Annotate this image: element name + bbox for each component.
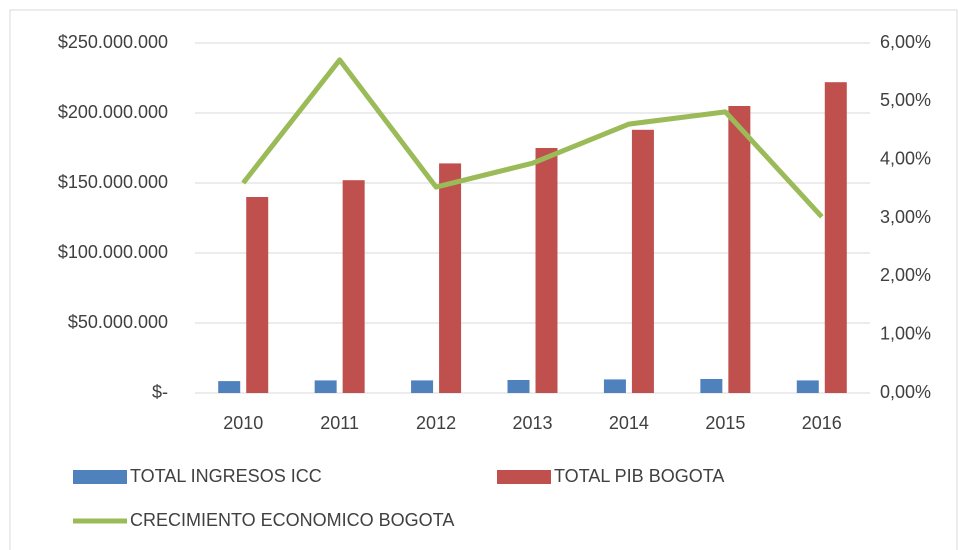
y-tick-label: $50.000.000 <box>68 312 168 332</box>
y-tick-label: $100.000.000 <box>58 242 168 262</box>
bar <box>411 380 434 393</box>
bar <box>342 180 365 393</box>
legend-label: TOTAL PIB BOGOTA <box>554 466 724 486</box>
bar <box>439 163 462 393</box>
y2-tick-label: 1,00% <box>880 323 931 343</box>
y2-tick-label: 4,00% <box>880 148 931 168</box>
bar <box>507 379 530 393</box>
y2-tick-label: 3,00% <box>880 207 931 227</box>
bar <box>246 197 269 393</box>
chart-border <box>9 9 958 550</box>
x-tick-label: 2016 <box>802 413 842 433</box>
bar <box>700 379 723 393</box>
y2-tick-label: 5,00% <box>880 90 931 110</box>
bar <box>535 148 558 393</box>
legend-label: CRECIMIENTO ECONOMICO BOGOTA <box>130 510 454 530</box>
y-tick-label: $200.000.000 <box>58 102 168 122</box>
y2-tick-label: 2,00% <box>880 265 931 285</box>
bar <box>314 380 337 393</box>
x-tick-label: 2010 <box>223 413 263 433</box>
line <box>241 57 824 219</box>
x-tick-label: 2015 <box>705 413 745 433</box>
bar <box>728 106 751 393</box>
x-tick-label: 2011 <box>320 413 359 433</box>
legend-swatch <box>497 470 551 484</box>
bar <box>796 380 819 393</box>
x-tick-label: 2012 <box>416 413 456 433</box>
y-tick-label: $150.000.000 <box>58 172 168 192</box>
y-tick-label: $- <box>152 382 168 402</box>
bar <box>631 129 654 394</box>
legend-label: TOTAL INGRESOS ICC <box>130 466 322 486</box>
bar <box>603 379 626 393</box>
legend-swatch <box>73 470 127 484</box>
y2-tick-label: 0,00% <box>880 382 931 402</box>
y-tick-label: $250.000.000 <box>58 32 168 52</box>
bar <box>824 82 847 393</box>
x-tick-label: 2013 <box>512 413 552 433</box>
x-tick-label: 2014 <box>609 413 649 433</box>
bar <box>218 381 241 393</box>
y2-tick-label: 6,00% <box>880 32 931 52</box>
